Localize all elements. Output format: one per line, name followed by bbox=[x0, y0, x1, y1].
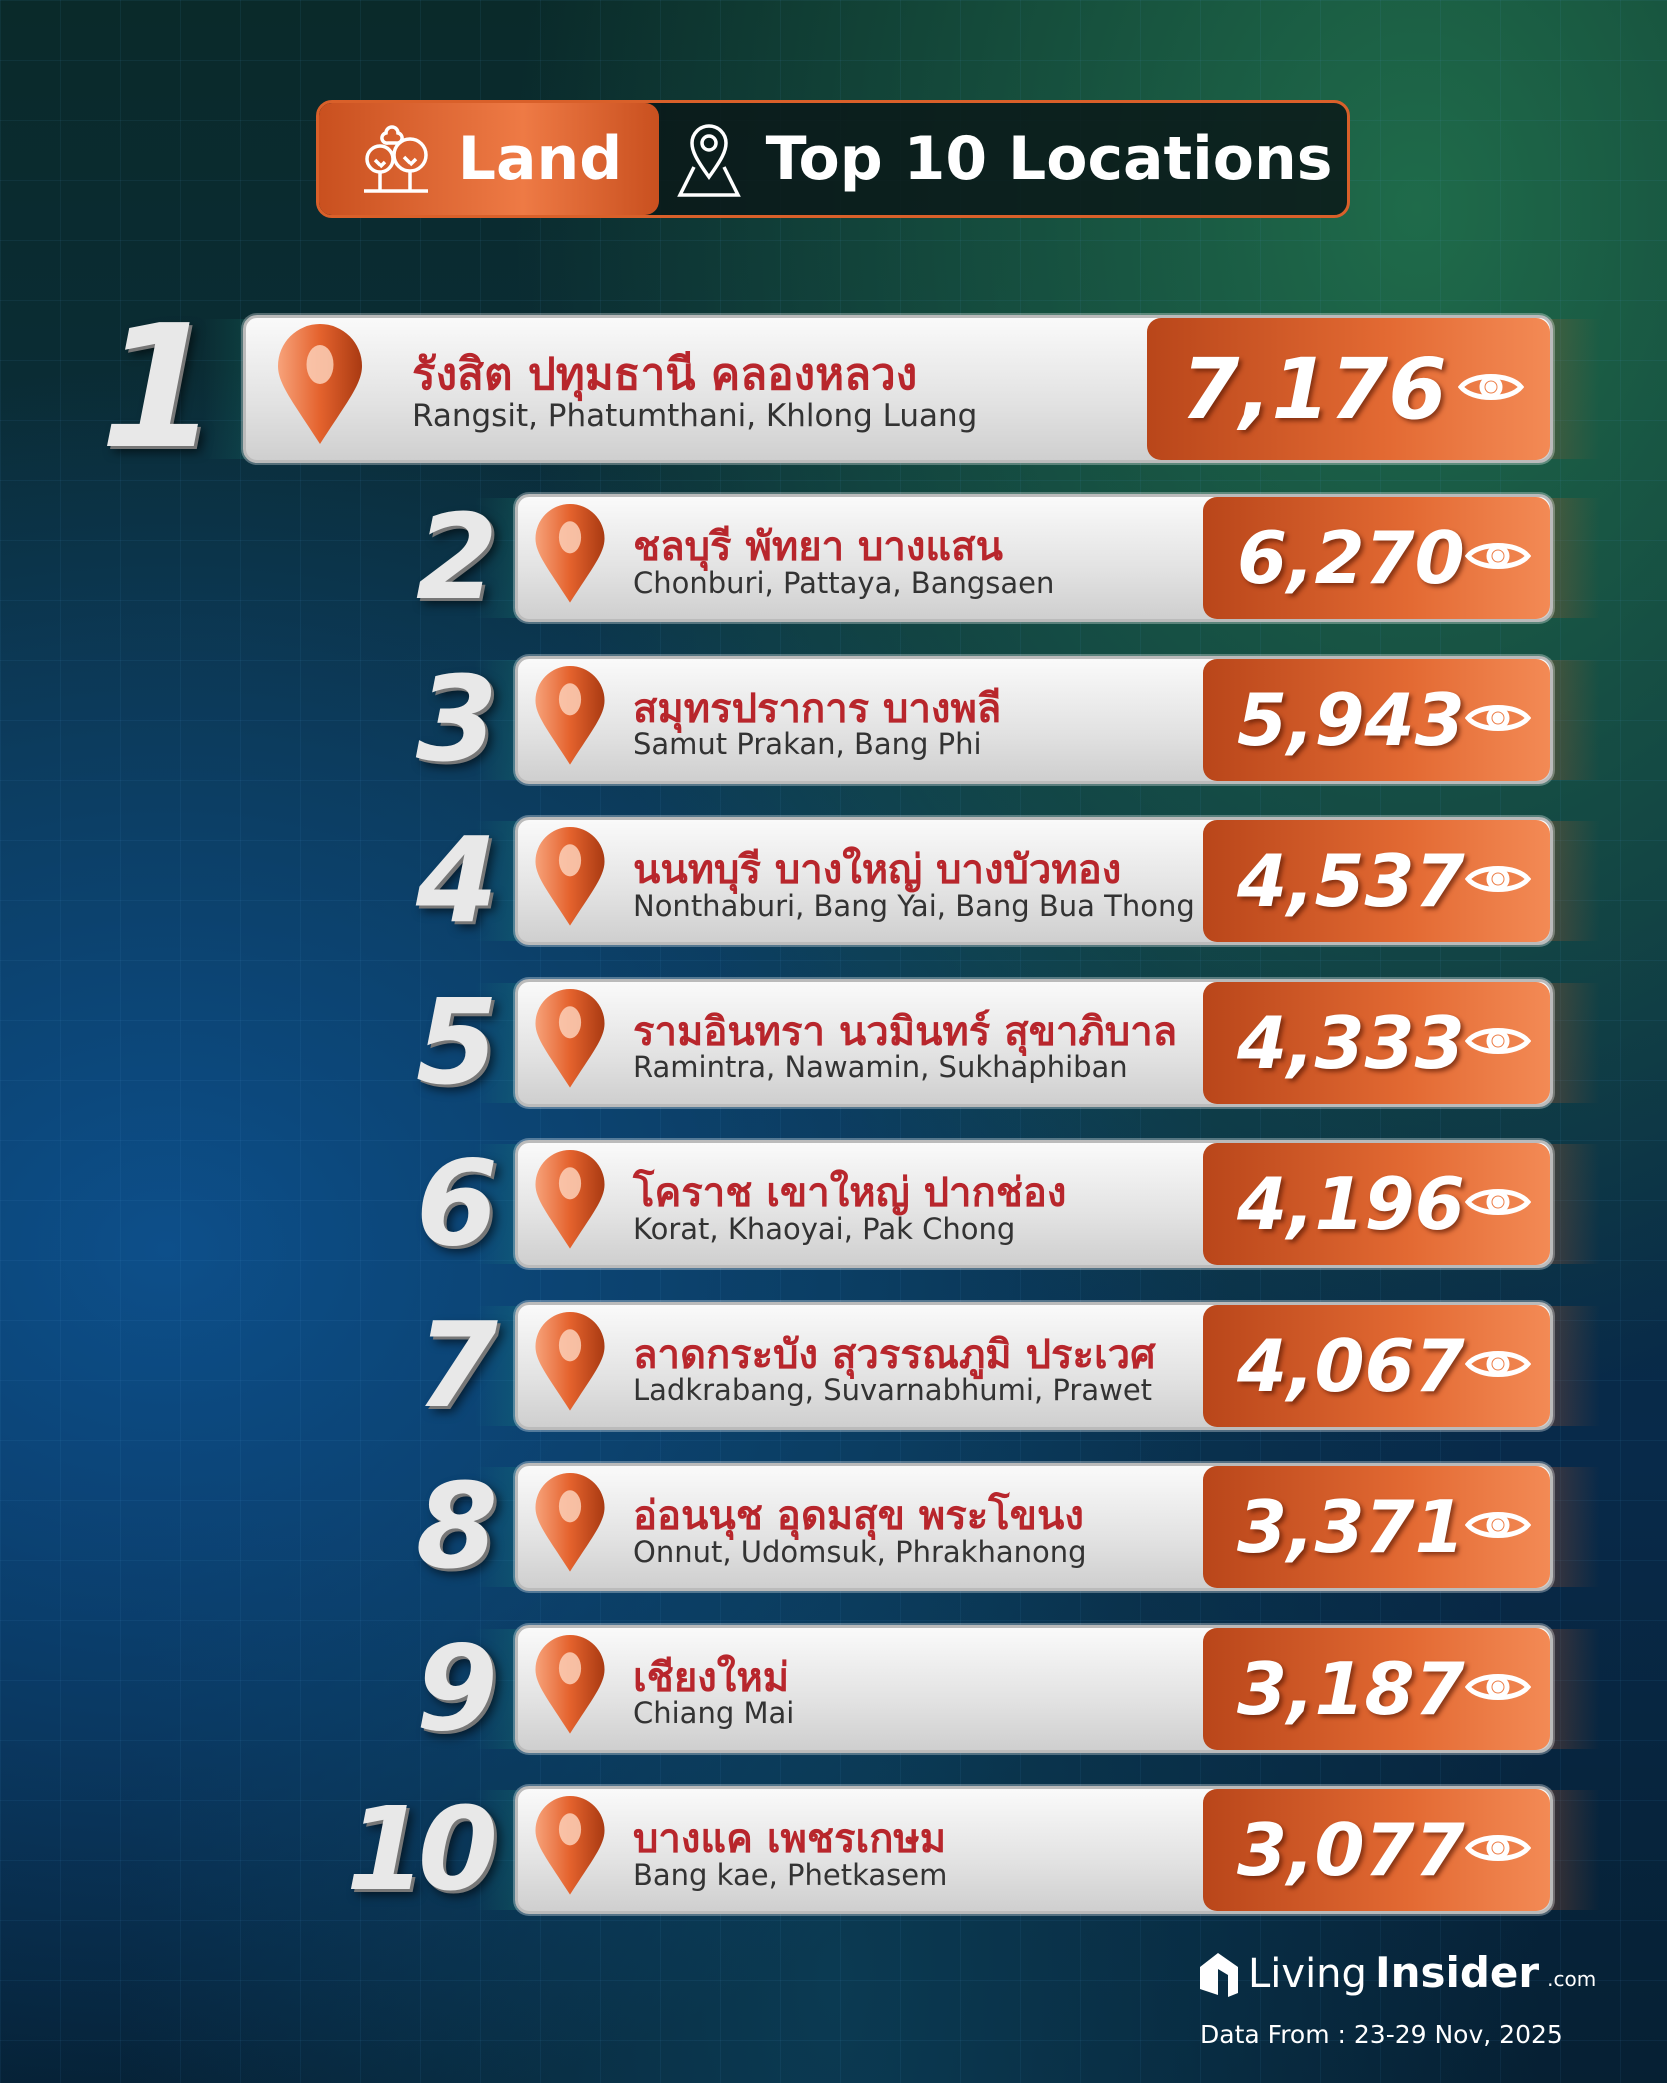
header-banner: Land Top 10 Locations bbox=[316, 100, 1350, 218]
eye-icon bbox=[1464, 698, 1531, 742]
rank-number: 5 bbox=[415, 972, 498, 1111]
title-section: Top 10 Locations bbox=[659, 103, 1347, 215]
location-thai-name: รังสิต ปทุมธานี คลองหลวง bbox=[412, 348, 918, 400]
view-count: 4,196 bbox=[1237, 1162, 1465, 1246]
view-count: 6,270 bbox=[1237, 516, 1465, 600]
location-row: 4 นนทบุรี บางใหญ่ บางบัวทอง Nonthaburi, … bbox=[0, 812, 1667, 948]
location-thai-name: ลาดกระบัง สุวรรณภูมิ ประเวศ bbox=[633, 1331, 1156, 1378]
location-row: 9 เชียงใหม่ Chiang Mai 3,187 bbox=[0, 1620, 1667, 1755]
location-english-name: Ramintra, Nawamin, Sukhaphiban bbox=[633, 1050, 1128, 1085]
trees-icon bbox=[363, 125, 428, 193]
view-count: 3,371 bbox=[1237, 1485, 1465, 1569]
eye-icon bbox=[1464, 1344, 1531, 1388]
rank-number: 1 bbox=[99, 289, 218, 488]
map-pin-icon bbox=[533, 1473, 607, 1577]
view-count-box: 5,943 bbox=[1203, 658, 1550, 781]
location-english-name: Chonburi, Pattaya, Bangsaen bbox=[633, 565, 1055, 600]
location-english-name: Chiang Mai bbox=[633, 1696, 795, 1731]
map-pin-icon bbox=[533, 665, 607, 770]
location-english-name: Korat, Khaoyai, Pak Chong bbox=[633, 1211, 1016, 1246]
location-row: 1 รังสิต ปทุมธานี คลองหลวง Rangsit, Phat… bbox=[0, 291, 1667, 486]
rank-number: 7 bbox=[415, 1295, 498, 1434]
location-thai-name: โคราช เขาใหญ่ ปากช่อง bbox=[633, 1170, 1067, 1217]
view-count-box: 4,067 bbox=[1203, 1304, 1550, 1427]
rank-number: 10 bbox=[345, 1782, 498, 1917]
view-count: 3,077 bbox=[1237, 1808, 1465, 1892]
map-pin-icon bbox=[533, 988, 607, 1093]
location-row: 10 บางแค เพชรเกษม Bang kae, Phetkasem 3,… bbox=[0, 1782, 1667, 1917]
view-count-box: 4,196 bbox=[1203, 1143, 1550, 1265]
logo-com-text: .com bbox=[1547, 1967, 1597, 1991]
rank-number: 4 bbox=[415, 811, 498, 950]
map-pin-icon bbox=[533, 1634, 607, 1739]
map-pin-icon bbox=[533, 1311, 607, 1416]
map-pin-icon bbox=[275, 324, 365, 450]
category-label: Land bbox=[457, 124, 623, 194]
data-date: Data From : 23-29 Nov, 2025 bbox=[1200, 2020, 1563, 2049]
location-thai-name: สมุทรปราการ บางพลี bbox=[633, 685, 1002, 732]
eye-icon bbox=[1464, 1021, 1531, 1065]
eye-icon bbox=[1457, 367, 1525, 411]
location-thai-name: เชียงใหม่ bbox=[633, 1654, 790, 1701]
location-english-name: Bang kae, Phetkasem bbox=[633, 1857, 948, 1892]
view-count-box: 3,077 bbox=[1203, 1789, 1550, 1911]
rank-number: 8 bbox=[415, 1457, 498, 1596]
view-count: 3,187 bbox=[1237, 1646, 1465, 1731]
view-count: 4,537 bbox=[1237, 839, 1465, 923]
eye-icon bbox=[1464, 1182, 1531, 1226]
location-english-name: Rangsit, Phatumthani, Khlong Luang bbox=[412, 397, 978, 434]
view-count: 7,176 bbox=[1181, 340, 1447, 438]
location-thai-name: รามอินทรา นวมินทร์ สุขาภิบาล bbox=[633, 1008, 1178, 1055]
category-tab: Land bbox=[319, 103, 659, 215]
location-english-name: Samut Prakan, Bang Phi bbox=[633, 727, 982, 762]
map-pin-icon bbox=[533, 504, 607, 608]
eye-icon bbox=[1464, 1828, 1531, 1872]
rank-number: 9 bbox=[415, 1618, 498, 1757]
location-row: 3 สมุทรปราการ บางพลี Samut Prakan, Bang … bbox=[0, 651, 1667, 786]
view-count-box: 3,187 bbox=[1203, 1627, 1550, 1750]
rank-number: 6 bbox=[415, 1134, 498, 1273]
location-row: 7 ลาดกระบัง สุวรรณภูมิ ประเวศ Ladkrabang… bbox=[0, 1297, 1667, 1432]
location-row: 5 รามอินทรา นวมินทร์ สุขาภิบาล Ramintra,… bbox=[0, 974, 1667, 1109]
location-row: 8 อ่อนนุช อุดมสุข พระโขนง Onnut, Udomsuk… bbox=[0, 1458, 1667, 1594]
house-logo-icon bbox=[1200, 1953, 1238, 1997]
eye-icon bbox=[1464, 1505, 1531, 1549]
view-count-box: 4,333 bbox=[1203, 981, 1550, 1104]
location-thai-name: อ่อนนุช อุดมสุข พระโขนง bbox=[633, 1493, 1084, 1540]
location-thai-name: นนทบุรี บางใหญ่ บางบัวทอง bbox=[633, 847, 1122, 894]
view-count-box: 3,371 bbox=[1203, 1466, 1550, 1588]
living-insider-logo: Living Insider .com bbox=[1198, 1948, 1596, 1997]
map-pin-icon bbox=[676, 124, 741, 197]
location-english-name: Ladkrabang, Suvarnabhumi, Prawet bbox=[633, 1373, 1153, 1408]
view-count: 5,943 bbox=[1237, 677, 1465, 762]
view-count-box: 6,270 bbox=[1203, 497, 1550, 619]
view-count: 4,067 bbox=[1237, 1323, 1465, 1408]
eye-icon bbox=[1464, 536, 1531, 580]
view-count-box: 7,176 bbox=[1147, 318, 1550, 460]
location-english-name: Onnut, Udomsuk, Phrakhanong bbox=[633, 1534, 1087, 1569]
page-title: Top 10 Locations bbox=[765, 124, 1333, 194]
logo-living-text: Living bbox=[1248, 1951, 1367, 1997]
rank-number: 2 bbox=[415, 488, 498, 627]
eye-icon bbox=[1464, 859, 1531, 903]
logo-insider-text: Insider bbox=[1374, 1948, 1540, 1997]
location-row: 2 ชลบุรี พัทยา บางแสน Chonburi, Pattaya,… bbox=[0, 489, 1667, 625]
rank-number: 3 bbox=[415, 649, 498, 788]
map-pin-icon bbox=[533, 1796, 607, 1900]
eye-icon bbox=[1464, 1667, 1531, 1711]
location-thai-name: บางแค เพชรเกษม bbox=[633, 1816, 947, 1863]
view-count: 4,333 bbox=[1237, 1000, 1465, 1085]
location-row: 6 โคราช เขาใหญ่ ปากช่อง Korat, Khaoyai, … bbox=[0, 1135, 1667, 1271]
map-pin-icon bbox=[533, 827, 607, 931]
map-pin-icon bbox=[533, 1150, 607, 1254]
location-english-name: Nonthaburi, Bang Yai, Bang Bua Thong bbox=[633, 888, 1195, 923]
location-thai-name: ชลบุรี พัทยา บางแสน bbox=[633, 524, 1003, 571]
view-count-box: 4,537 bbox=[1203, 820, 1550, 942]
